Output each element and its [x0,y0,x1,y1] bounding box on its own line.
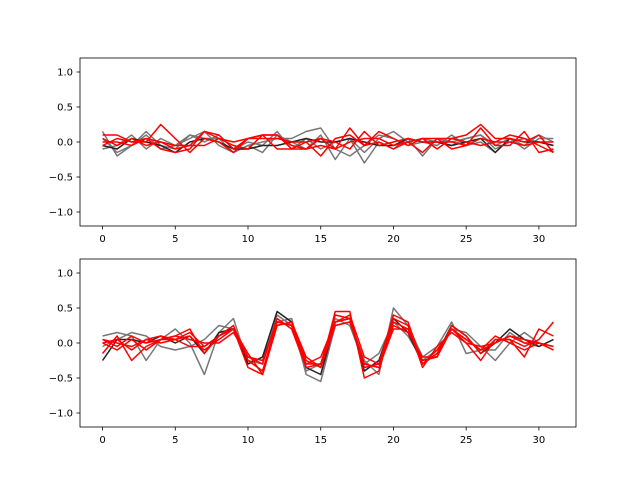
x-tick-label: 0 [99,435,105,446]
y-tick-label: 0.0 [57,339,73,350]
series-line-1 [101,127,554,157]
y-tick-label: 1.0 [57,68,73,79]
y-tick-label: 1.0 [57,269,73,280]
series-line-8 [102,317,554,369]
x-tick-label: 25 [460,234,473,245]
x-tick-label: 10 [242,435,255,446]
y-tick-label: −0.5 [49,173,73,184]
x-tick-label: 10 [242,234,255,245]
x-tick-label: 20 [387,435,400,446]
series-line-6 [102,314,555,369]
y-tick-label: 0.0 [57,138,73,149]
chart-2: 0 5 10 15 20 25 30 −1.0 −0.5 0.0 0.5 1.0 [49,258,577,446]
x-tick-label: 20 [387,234,400,245]
series-line-7 [102,321,554,376]
y-tick-label: 0.5 [57,103,73,114]
x-tick-label: 30 [533,234,546,245]
x-tick-label: 0 [99,234,105,245]
y-tick-label: −1.0 [49,409,73,420]
x-tick-label: 30 [533,435,546,446]
series-group [101,123,555,164]
series-line-6 [102,127,554,154]
x-tick-label: 15 [314,234,327,245]
chart-1: 0 5 10 15 20 25 30 −1.0 −0.5 0.0 0.5 1.0 [49,57,577,245]
series-group [101,307,555,383]
series-line-7 [102,130,554,157]
x-tick-label: 5 [172,234,178,245]
y-tick-label: 0.5 [57,304,73,315]
y-tick-label: −0.5 [49,374,73,385]
series-line-8 [102,137,554,150]
x-tick-label: 15 [314,435,327,446]
series-line-3 [102,130,554,154]
x-tick-label: 5 [172,435,178,446]
y-tick-label: −1.0 [49,208,73,219]
x-tick-label: 25 [460,435,473,446]
